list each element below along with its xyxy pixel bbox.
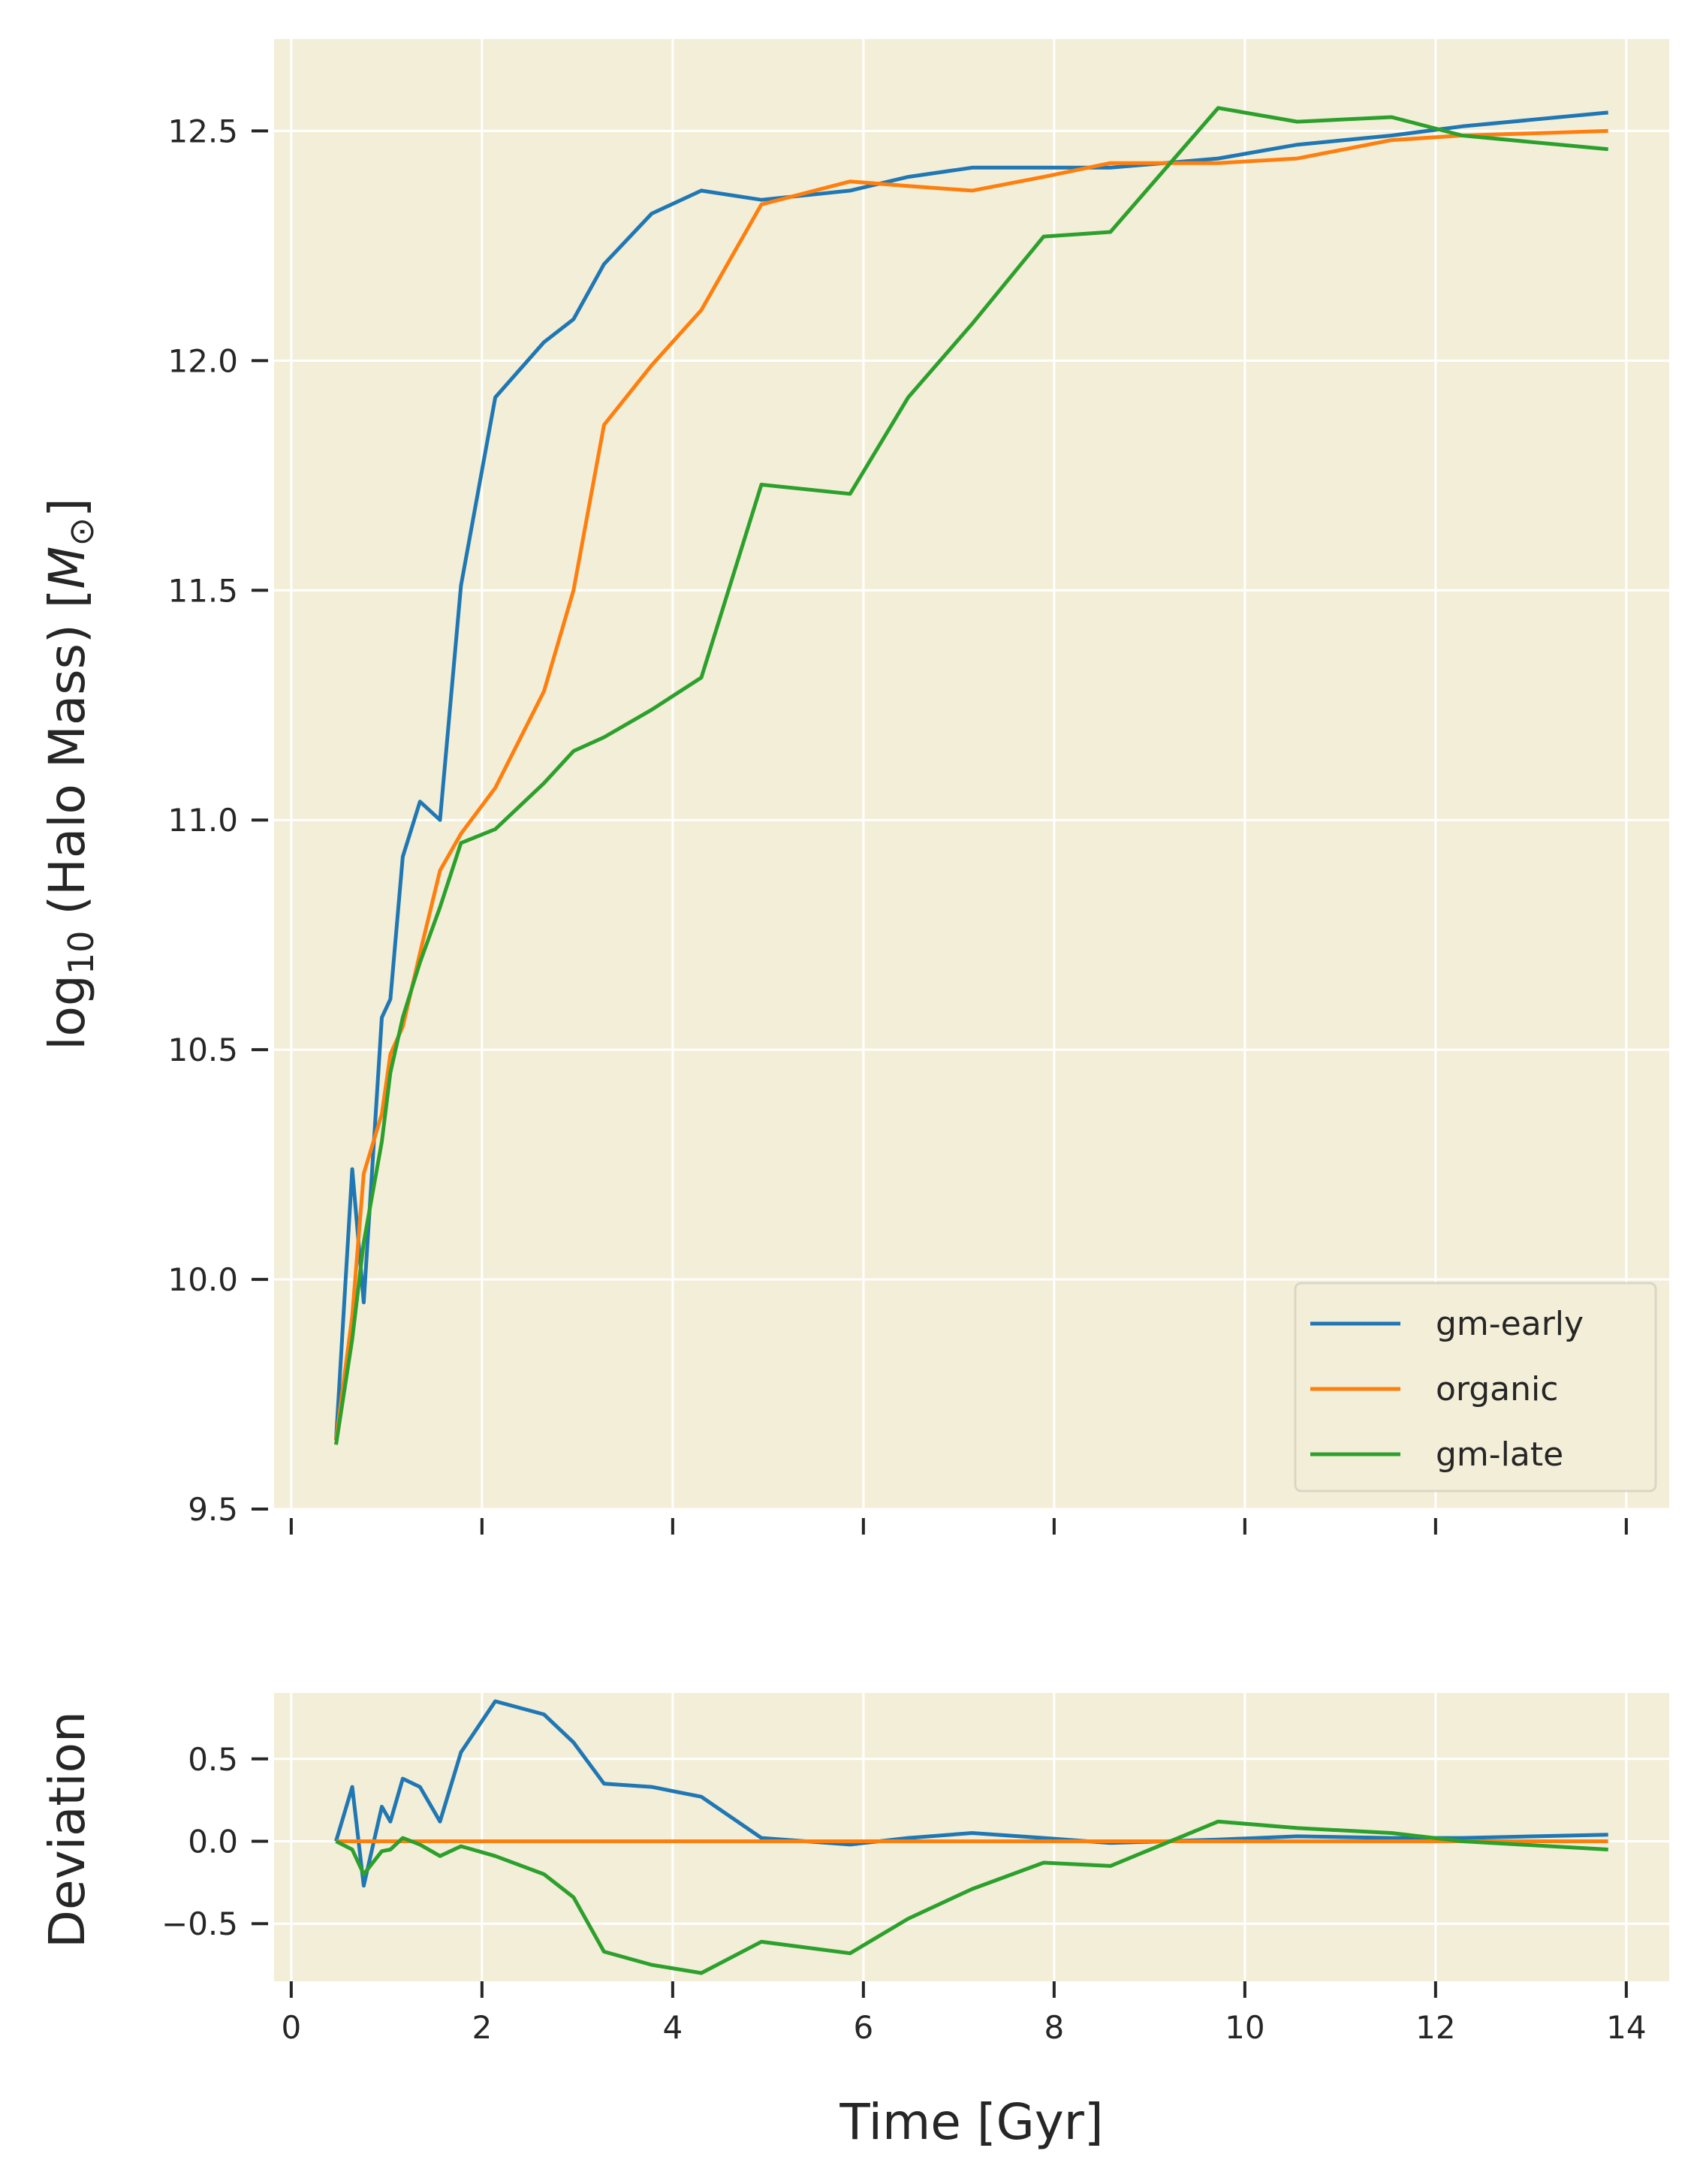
halo-mass-x-ticks — [289, 1518, 1628, 1535]
x-tick-label: 4 — [662, 2009, 683, 2046]
deviation-y-axis-label: Deviation — [38, 1711, 96, 1948]
halo-mass-grid — [274, 39, 1669, 1511]
deviation-series — [334, 1699, 1608, 1975]
legend: gm-early organic gm-late — [1294, 1282, 1657, 1493]
series-line-gm-late — [335, 1819, 1608, 1975]
series-line-gm-late — [334, 106, 1608, 1445]
y-tick-label: 0.5 — [188, 1741, 238, 1778]
legend-label-gm-late: gm-late — [1436, 1435, 1563, 1474]
deviation-panel: −0.5 0.0 0.5 0 2 4 6 8 10 12 14 Deviation Time [G… — [38, 1693, 1669, 2151]
x-tick-label: 12 — [1415, 2009, 1455, 2046]
x-tick-label: 14 — [1606, 2009, 1646, 2046]
ylabel-unit-subscript: ⊙ — [61, 517, 101, 547]
halo-mass-panel: 9.5 10.0 10.5 11.0 11.5 12.0 12.5 log10 (Halo … — [38, 39, 1669, 1535]
deviation-y-ticks: −0.5 0.0 0.5 — [161, 1741, 268, 1942]
y-tick-label: 11.0 — [167, 802, 238, 839]
ylabel-unit: M — [38, 547, 96, 589]
y-tick-label: 10.0 — [167, 1261, 238, 1298]
deviation-x-ticks: 0 2 4 6 8 10 12 14 — [281, 1981, 1647, 2046]
halo-mass-y-axis-label: log10 (Halo Mass) [M⊙] — [38, 498, 101, 1050]
series-line-gm-early — [334, 110, 1608, 1441]
y-tick-label: 10.5 — [167, 1032, 238, 1068]
legend-box — [1294, 1282, 1657, 1493]
y-tick-label: 9.5 — [188, 1491, 238, 1528]
y-tick-label: 11.5 — [167, 572, 238, 609]
x-tick-label: 6 — [853, 2009, 873, 2046]
time-x-axis-label: Time [Gyr] — [839, 2093, 1103, 2151]
series-line-organic — [334, 128, 1608, 1441]
ylabel-log: log — [38, 975, 96, 1050]
halo-mass-y-ticks: 9.5 10.0 10.5 11.0 11.5 12.0 12.5 — [167, 113, 268, 1528]
legend-entries: gm-early organic gm-late — [1310, 1305, 1584, 1474]
ylabel-quantity: (Halo Mass) [ — [38, 589, 96, 930]
legend-label-organic: organic — [1436, 1370, 1558, 1408]
x-tick-label: 10 — [1225, 2009, 1264, 2046]
halo-mass-series — [334, 106, 1608, 1445]
ylabel-log-subscript: 10 — [61, 931, 101, 975]
x-tick-label: 2 — [472, 2009, 492, 2046]
x-tick-label: 8 — [1044, 2009, 1064, 2046]
y-tick-label: 12.0 — [167, 342, 238, 379]
legend-label-gm-early: gm-early — [1436, 1305, 1584, 1343]
y-tick-label: 12.5 — [167, 113, 238, 149]
ylabel-close: ] — [38, 498, 96, 517]
y-tick-label: −0.5 — [161, 1905, 238, 1942]
y-tick-label: 0.0 — [188, 1823, 238, 1860]
x-tick-label: 0 — [281, 2009, 301, 2046]
